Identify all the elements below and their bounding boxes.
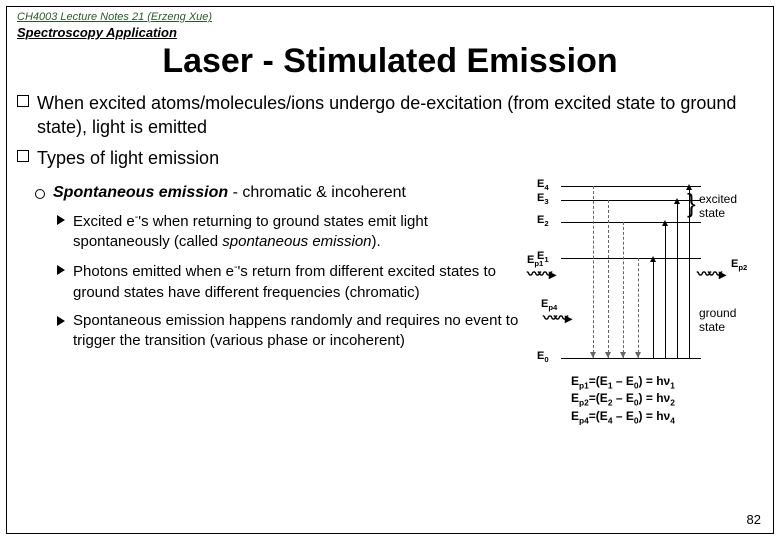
text-column: Spontaneous emission - chromatic & incoh… xyxy=(17,178,533,458)
excited-state-label: } excited state xyxy=(699,192,749,220)
photon-wave-icon: 〰〰▸ xyxy=(697,264,723,284)
sub-heading-text: Spontaneous emission - chromatic & incoh… xyxy=(53,184,406,202)
sub-heading: Spontaneous emission - chromatic & incoh… xyxy=(35,184,523,202)
sub-item-2: Photons emitted when e-'s return from di… xyxy=(57,260,523,303)
sub-heading-bold: Spontaneous emission xyxy=(53,184,228,201)
bullet-2: Types of light emission xyxy=(17,146,763,170)
sub-item-3-text: Spontaneous emission happens randomly an… xyxy=(73,311,523,352)
sub-item-1-text: Excited e-'s when returning to ground st… xyxy=(73,210,523,253)
header-note: CH4003 Lecture Notes 21 (Erzeng Xue) xyxy=(17,11,763,23)
sub-item-2-text: Photons emitted when e-'s return from di… xyxy=(73,260,523,303)
bullet-2-text: Types of light emission xyxy=(37,146,219,170)
square-bullet-icon xyxy=(17,150,29,162)
sub-item-1: Excited e-'s when returning to ground st… xyxy=(57,210,523,253)
ground-state-label: ground state xyxy=(699,306,749,334)
section-label: Spectroscopy Application xyxy=(17,25,763,40)
circle-bullet-icon xyxy=(35,189,45,199)
triangle-bullet-icon xyxy=(57,215,65,225)
slide-page: CH4003 Lecture Notes 21 (Erzeng Xue) Spe… xyxy=(6,6,774,534)
sub-item-3: Spontaneous emission happens randomly an… xyxy=(57,311,523,352)
page-number: 82 xyxy=(747,512,761,527)
energy-diagram: E4 E3 E2 E1 E0 } excited state ground st… xyxy=(533,178,763,458)
bullet-1: When excited atoms/molecules/ions underg… xyxy=(17,91,763,140)
sub-heading-rest: - chromatic & incoherent xyxy=(228,184,406,201)
triangle-bullet-icon xyxy=(57,316,65,326)
bullet-1-text: When excited atoms/molecules/ions underg… xyxy=(37,91,763,140)
slide-title: Laser - Stimulated Emission xyxy=(17,42,763,81)
triangle-bullet-icon xyxy=(57,265,65,275)
energy-equations: Ep1=(E1 – E0) = hν1 Ep2=(E2 – E0) = hν2 … xyxy=(571,374,675,426)
content-row: Spontaneous emission - chromatic & incoh… xyxy=(17,178,763,458)
square-bullet-icon xyxy=(17,95,29,107)
